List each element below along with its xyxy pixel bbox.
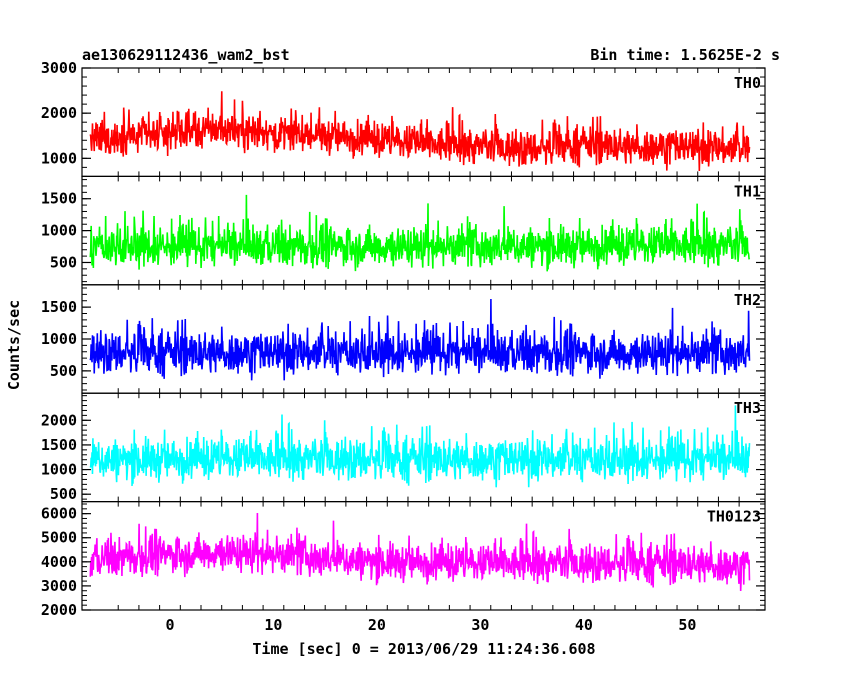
series-line-th3 [89, 405, 751, 488]
panel-th2: TH2 500 1000 1500 [41, 284, 766, 394]
panel-th0123: TH0123 2000 3000 4000 5000 6000 [41, 501, 766, 619]
y-tick-label: 1500 [41, 436, 77, 454]
panel-frame [81, 175, 766, 286]
y-tick-label: 1000 [41, 222, 77, 240]
panel-frame [81, 67, 766, 178]
y-tick-label: 3000 [41, 577, 77, 595]
panel-th1: TH1 500 1000 1500 [41, 175, 766, 286]
x-tick-label: 50 [678, 616, 696, 634]
y-tick-label: 3000 [41, 59, 77, 77]
y-tick-label: 2000 [41, 411, 77, 429]
y-tick-label: 2000 [41, 601, 77, 619]
series-line-th0123 [89, 513, 751, 592]
y-tick-label: 1000 [41, 330, 77, 348]
panel-label-th2: TH2 [734, 291, 761, 309]
x-tick-label: 20 [368, 616, 386, 634]
y-tick-label: 2000 [41, 104, 77, 122]
y-tick-label: 1000 [41, 461, 77, 479]
panel-label-th1: TH1 [734, 182, 761, 200]
x-tick-label: 30 [471, 616, 489, 634]
y-tick-label: 6000 [41, 505, 77, 523]
x-axis-label: Time [sec] 0 = 2013/06/29 11:24:36.608 [252, 640, 595, 658]
y-tick-label: 1500 [41, 298, 77, 316]
panel-th3: TH3 500 1000 1500 2000 [41, 392, 766, 503]
series-line-th0 [89, 91, 751, 172]
series-line-th1 [89, 194, 751, 272]
y-axis-label: Counts/sec [5, 300, 23, 390]
x-tick-label: 40 [575, 616, 593, 634]
y-tick-label: 5000 [41, 529, 77, 547]
y-tick-label: 4000 [41, 553, 77, 571]
panel-label-th3: TH3 [734, 399, 761, 417]
y-tick-label: 1500 [41, 190, 77, 208]
y-tick-label: 500 [50, 485, 77, 503]
x-tick-label: 0 [165, 616, 174, 634]
panel-th0: TH0 1000 2000 3000 [41, 59, 766, 178]
chart-title: ae130629112436_wam2_bst [82, 46, 290, 64]
panel-label-th0123: TH0123 [707, 508, 761, 526]
y-tick-label: 500 [50, 253, 77, 271]
y-tick-label: 1000 [41, 149, 77, 167]
panel-frame [81, 501, 766, 611]
bin-time-label: Bin time: 1.5625E-2 s [590, 46, 780, 64]
panel-label-th0: TH0 [734, 74, 761, 92]
series-line-th2 [89, 299, 751, 381]
y-tick-label: 500 [50, 362, 77, 380]
x-tick-label: 10 [264, 616, 282, 634]
panels-group: TH0100020003000TH150010001500TH250010001… [41, 59, 766, 634]
